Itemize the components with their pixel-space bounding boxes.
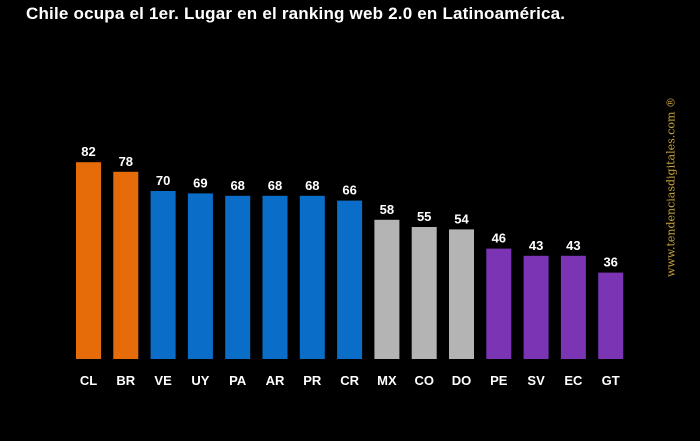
category-label-gt: GT — [602, 373, 620, 388]
value-label-do: 54 — [454, 211, 469, 226]
bar-ve — [150, 191, 176, 359]
bar-cl — [76, 162, 101, 359]
value-label-pr: 68 — [305, 178, 319, 193]
bar-br — [113, 171, 139, 359]
chart-title: Chile ocupa el 1er. Lugar en el ranking … — [26, 4, 566, 23]
bar-pr — [299, 195, 325, 359]
bar-pa — [225, 195, 251, 359]
value-label-uy: 69 — [193, 175, 207, 190]
bar-mx — [374, 219, 400, 359]
category-label-cl: CL — [80, 373, 97, 388]
bar-pe — [486, 248, 512, 359]
value-label-ec: 43 — [566, 238, 580, 253]
category-label-uy: UY — [191, 373, 209, 388]
value-label-gt: 36 — [603, 255, 617, 270]
bars-group — [76, 162, 624, 359]
category-label-ar: AR — [266, 373, 285, 388]
bar-uy — [187, 193, 213, 359]
category-label-ec: EC — [564, 373, 583, 388]
bar-cr — [337, 200, 363, 359]
value-label-cr: 66 — [342, 183, 356, 198]
category-label-pe: PE — [490, 373, 508, 388]
value-label-co: 55 — [417, 209, 431, 224]
category-label-pr: PR — [303, 373, 322, 388]
category-label-mx: MX — [377, 373, 397, 388]
bar-ec — [560, 255, 586, 359]
category-label-ve: VE — [154, 373, 172, 388]
category-label-pa: PA — [229, 373, 247, 388]
value-labels-group: 82 78 70 69 68 68 68 66 58 55 54 46 43 43 36 — [81, 144, 618, 269]
category-label-cr: CR — [340, 373, 359, 388]
value-label-ar: 68 — [268, 178, 282, 193]
category-label-br: BR — [116, 373, 135, 388]
value-label-sv: 43 — [529, 238, 543, 253]
bar-co — [411, 227, 437, 359]
value-label-pa: 68 — [230, 178, 244, 193]
value-label-br: 78 — [119, 154, 133, 169]
bar-do — [449, 229, 474, 359]
value-label-ve: 70 — [156, 173, 170, 188]
bar-gt — [598, 272, 624, 359]
value-label-mx: 58 — [380, 202, 394, 217]
category-label-do: DO — [452, 373, 472, 388]
bar-sv — [523, 255, 549, 359]
category-labels-group: CL BR VE UY PA AR PR CR MX CO DO PE SV EC GT — [80, 373, 620, 388]
category-label-sv: SV — [527, 373, 545, 388]
value-label-pe: 46 — [492, 231, 506, 246]
bar-ar — [262, 195, 288, 359]
value-label-cl: 82 — [81, 144, 95, 159]
category-label-co: CO — [414, 373, 434, 388]
